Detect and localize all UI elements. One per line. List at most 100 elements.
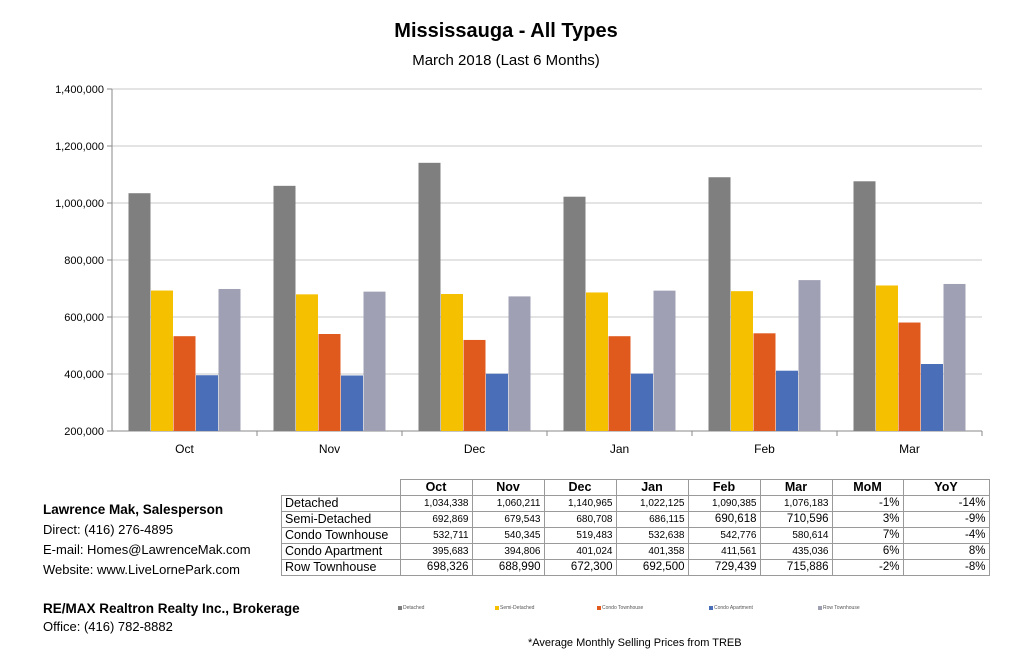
agent-website: Website: www.LiveLornePark.com (43, 562, 241, 577)
legend-item: Condo Apartment (709, 604, 753, 612)
y-tick-label: 800,000 (64, 255, 104, 267)
brokerage-name: RE/MAX Realtron Realty Inc., Brokerage (43, 601, 300, 616)
column-header: Jan (615, 479, 689, 496)
row-label: Detached (281, 495, 401, 512)
table-cell: 6% (831, 543, 904, 560)
table-row: Semi-Detached 692,869 679,543 680,708 68… (281, 511, 990, 528)
column-header: YoY (902, 479, 990, 496)
table-cell: -14% (902, 495, 990, 512)
brokerage-block: RE/MAX Realtron Realty Inc., Brokerage O… (43, 600, 300, 636)
legend-label: Row Townhouse (823, 605, 860, 611)
legend-swatch (398, 605, 402, 610)
bar-semi-detached-oct (151, 290, 173, 431)
x-tick-label: Oct (175, 442, 194, 456)
table-header-row: Oct Nov Dec Jan Feb Mar MoM YoY (281, 479, 990, 496)
bar-detached-oct (128, 193, 151, 431)
legend-item: Detached (398, 604, 424, 612)
table-cell: 1,034,338 (399, 495, 473, 512)
legend-label: Condo Apartment (714, 605, 753, 611)
table-cell: -2% (831, 559, 904, 576)
table-cell: 401,024 (543, 543, 617, 560)
table-cell: 1,060,211 (471, 495, 545, 512)
chart-legend: Detached Semi-Detached Condo Townhouse Cond… (0, 604, 1024, 614)
table-cell: 394,806 (471, 543, 545, 560)
table-cell: 1,140,965 (543, 495, 617, 512)
data-table: Oct Nov Dec Jan Feb Mar MoM YoY Detached… (281, 479, 990, 576)
y-tick-label: 1,000,000 (55, 198, 104, 210)
table-cell: 401,358 (615, 543, 689, 560)
bar-detached-dec (418, 162, 441, 431)
bar-condo-apartment-oct (196, 375, 218, 431)
table-cell: -4% (902, 527, 990, 544)
table-cell: 692,500 (615, 559, 689, 576)
table-row: Condo Townhouse 532,711 540,345 519,483 … (281, 527, 990, 544)
table-cell: 542,776 (687, 527, 761, 544)
legend-swatch (495, 605, 499, 610)
table-cell: 680,708 (543, 511, 617, 528)
bar-row-townhouse-nov (363, 291, 386, 431)
bar-row-townhouse-feb (798, 280, 821, 431)
axis-labels: 200,000 400,000 600,000 800,000 1,000,000 1,2… (55, 84, 920, 456)
row-label: Condo Apartment (281, 543, 401, 560)
bar-condo-townhouse-jan (608, 336, 631, 431)
legend-swatch (709, 605, 713, 610)
x-tick-label: Mar (899, 442, 920, 456)
table-cell: 3% (831, 511, 904, 528)
column-header: Mar (759, 479, 833, 496)
bar-condo-townhouse-dec (463, 339, 486, 431)
bar-condo-townhouse-nov (318, 334, 341, 431)
y-tick-label: 1,200,000 (55, 141, 104, 153)
bar-detached-jan (563, 196, 586, 431)
table-cell: 715,886 (759, 559, 833, 576)
table-cell: 672,300 (543, 559, 617, 576)
bar-condo-apartment-mar (921, 364, 943, 431)
chart-subtitle: March 2018 (Last 6 Months) (412, 52, 600, 69)
agent-name: Lawrence Mak, Salesperson (43, 502, 224, 517)
table-row: Condo Apartment 395,683 394,806 401,024 … (281, 543, 990, 560)
x-tick-label: Dec (464, 442, 485, 456)
legend-swatch (818, 605, 822, 610)
y-tick-label: 600,000 (64, 312, 104, 324)
table-cell: 435,036 (759, 543, 833, 560)
table-cell: -8% (902, 559, 990, 576)
legend-item: Semi-Detached (495, 604, 534, 612)
agent-direct-phone: Direct: (416) 276-4895 (43, 522, 174, 537)
bar-row-townhouse-jan (653, 290, 676, 431)
bar-detached-nov (273, 185, 296, 431)
table-cell: 580,614 (759, 527, 833, 544)
table-cell: 710,596 (759, 511, 833, 528)
chart-title: Mississauga - All Types (394, 20, 618, 42)
bar-row-townhouse-mar (943, 283, 966, 431)
y-tick-label: 200,000 (64, 426, 104, 438)
bar-row-townhouse-oct (218, 288, 241, 431)
table-cell: 688,990 (471, 559, 545, 576)
bar-condo-apartment-nov (341, 375, 363, 431)
table-cell: 8% (902, 543, 990, 560)
agent-email: E-mail: Homes@LawrenceMak.com (43, 542, 251, 557)
table-cell: 1,090,385 (687, 495, 761, 512)
bar-semi-detached-nov (296, 294, 318, 431)
row-label: Semi-Detached (281, 511, 401, 528)
gridlines (112, 88, 982, 432)
table-cell: 690,618 (687, 511, 761, 528)
table-corner (281, 479, 401, 496)
legend-item: Row Townhouse (818, 604, 860, 612)
row-label: Row Townhouse (281, 559, 401, 576)
legend-label: Semi-Detached (500, 605, 535, 611)
bar-condo-apartment-dec (486, 373, 508, 431)
bar-condo-townhouse-feb (753, 333, 776, 431)
x-tick-label: Feb (754, 442, 775, 456)
table-cell: -9% (902, 511, 990, 528)
y-tick-label: 1,400,000 (55, 84, 104, 96)
bar-semi-detached-mar (876, 285, 898, 431)
bars (128, 162, 966, 431)
table-cell: 411,561 (687, 543, 761, 560)
bar-condo-apartment-jan (631, 373, 653, 431)
x-tick-label: Nov (319, 442, 340, 456)
bar-semi-detached-jan (586, 292, 608, 431)
table-cell: 729,439 (687, 559, 761, 576)
column-header: MoM (831, 479, 904, 496)
y-tick-label: 400,000 (64, 369, 104, 381)
legend-label: Detached (403, 605, 425, 611)
column-header: Oct (399, 479, 473, 496)
